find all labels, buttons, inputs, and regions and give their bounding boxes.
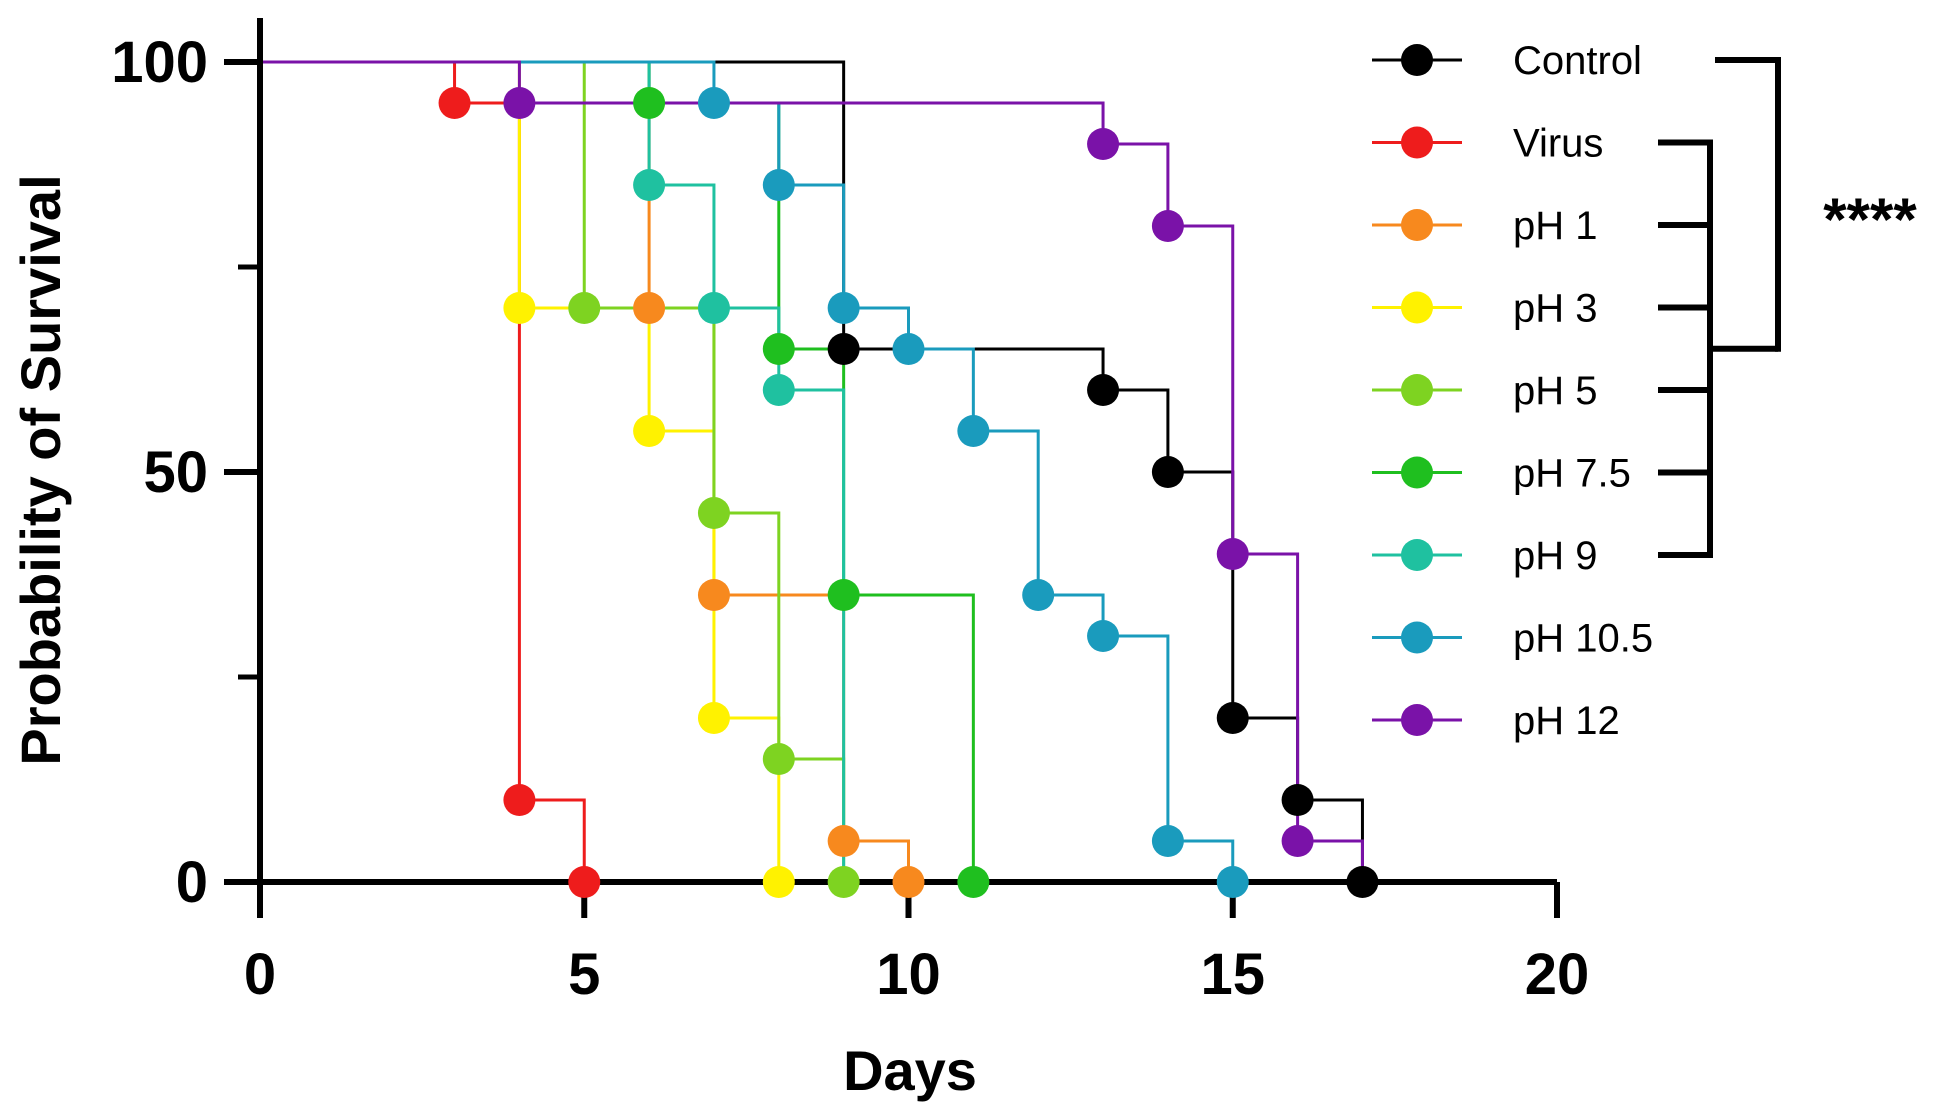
axes-layer: 0 5 10 15 20 0 50 100: [111, 18, 1589, 1007]
y-tick-label-0: 0: [176, 850, 208, 915]
data-point-8-0: [503, 87, 536, 119]
series-line-1: [260, 60, 586, 882]
data-point-7-8: [1216, 866, 1249, 898]
data-point-4-2: [762, 743, 795, 775]
data-point-3-2: [697, 702, 730, 734]
data-point-0-2: [1151, 456, 1184, 488]
data-point-2-3: [892, 866, 925, 898]
data-point-2-0: [633, 292, 666, 324]
data-point-0-5: [1346, 866, 1379, 898]
x-tick-label-0: 0: [244, 942, 276, 1007]
data-point-5-2: [827, 579, 860, 611]
y-tick-label-1: 50: [143, 440, 208, 505]
data-point-5-1: [762, 333, 795, 365]
legend-marker-7: [1401, 621, 1433, 654]
series-line-6: [260, 60, 846, 882]
legend-marker-4: [1401, 374, 1433, 406]
legend-label-7: pH 10.5: [1513, 617, 1653, 661]
data-point-0-0: [827, 333, 860, 365]
data-point-6-1: [697, 292, 730, 324]
legend-label-5: pH 7.5: [1513, 452, 1631, 496]
data-point-2-2: [827, 825, 860, 857]
data-point-5-0: [633, 87, 666, 119]
legend-marker-8: [1401, 704, 1433, 736]
legend-label-1: Virus: [1513, 122, 1603, 166]
legend-label-4: pH 5: [1513, 369, 1598, 413]
markers-layer: [438, 87, 1379, 898]
legend-label-8: pH 12: [1513, 699, 1620, 743]
x-tick-label-4: 20: [1525, 942, 1590, 1007]
y-axis-title: Probability of Survival: [9, 174, 72, 765]
data-point-8-1: [1087, 128, 1120, 160]
series-line-5: [260, 60, 975, 882]
data-point-1-0: [438, 87, 471, 119]
data-point-7-7: [1151, 825, 1184, 857]
data-point-4-1: [697, 497, 730, 529]
data-point-0-4: [1281, 784, 1314, 816]
data-point-8-3: [1216, 538, 1249, 570]
data-point-8-2: [1151, 210, 1184, 242]
data-point-7-5: [1022, 579, 1055, 611]
data-point-2-1: [697, 579, 730, 611]
legend-label-6: pH 9: [1513, 534, 1598, 578]
legend-marker-0: [1401, 44, 1433, 76]
data-point-5-3: [957, 866, 990, 898]
series-line-7: [260, 60, 1235, 882]
data-point-7-4: [957, 415, 990, 447]
data-point-4-0: [568, 292, 601, 324]
legend-label-2: pH 1: [1513, 204, 1598, 248]
data-point-6-0: [633, 169, 666, 201]
legend-label-3: pH 3: [1513, 287, 1598, 331]
data-point-3-0: [503, 292, 536, 324]
data-point-1-1: [503, 784, 536, 816]
legend-label-0: Control: [1513, 39, 1642, 83]
legend-marker-1: [1401, 126, 1433, 159]
data-point-7-3: [892, 333, 925, 365]
series-line-4: [260, 60, 846, 882]
legend-marker-5: [1401, 456, 1433, 489]
data-point-3-3: [762, 866, 795, 898]
series-layer: [260, 60, 1364, 882]
data-point-8-4: [1281, 825, 1314, 857]
x-tick-label-1: 5: [568, 942, 600, 1007]
data-point-1-2: [568, 866, 601, 898]
x-tick-label-3: 15: [1200, 942, 1265, 1007]
data-point-7-6: [1087, 620, 1120, 652]
x-axis-title: Days: [843, 1039, 977, 1102]
data-point-0-3: [1216, 702, 1249, 734]
legend-marker-6: [1401, 539, 1433, 571]
data-point-7-2: [827, 292, 860, 324]
data-point-3-1: [633, 415, 666, 447]
y-tick-label-2: 100: [111, 30, 208, 95]
data-point-7-0: [697, 87, 730, 119]
x-tick-label-2: 10: [876, 942, 941, 1007]
significance-bracket: [1658, 57, 1781, 558]
legend-marker-3: [1401, 291, 1433, 324]
data-point-4-3: [827, 866, 860, 898]
data-point-0-1: [1087, 374, 1120, 406]
legend-marker-2: [1401, 209, 1433, 241]
significance-label: ****: [1823, 186, 1917, 253]
data-point-7-1: [762, 169, 795, 201]
legend: Control Virus pH 1 pH 3 pH 5 pH 7.5 pH 9 pH 10.…: [1372, 39, 1653, 743]
data-point-6-2: [762, 374, 795, 406]
